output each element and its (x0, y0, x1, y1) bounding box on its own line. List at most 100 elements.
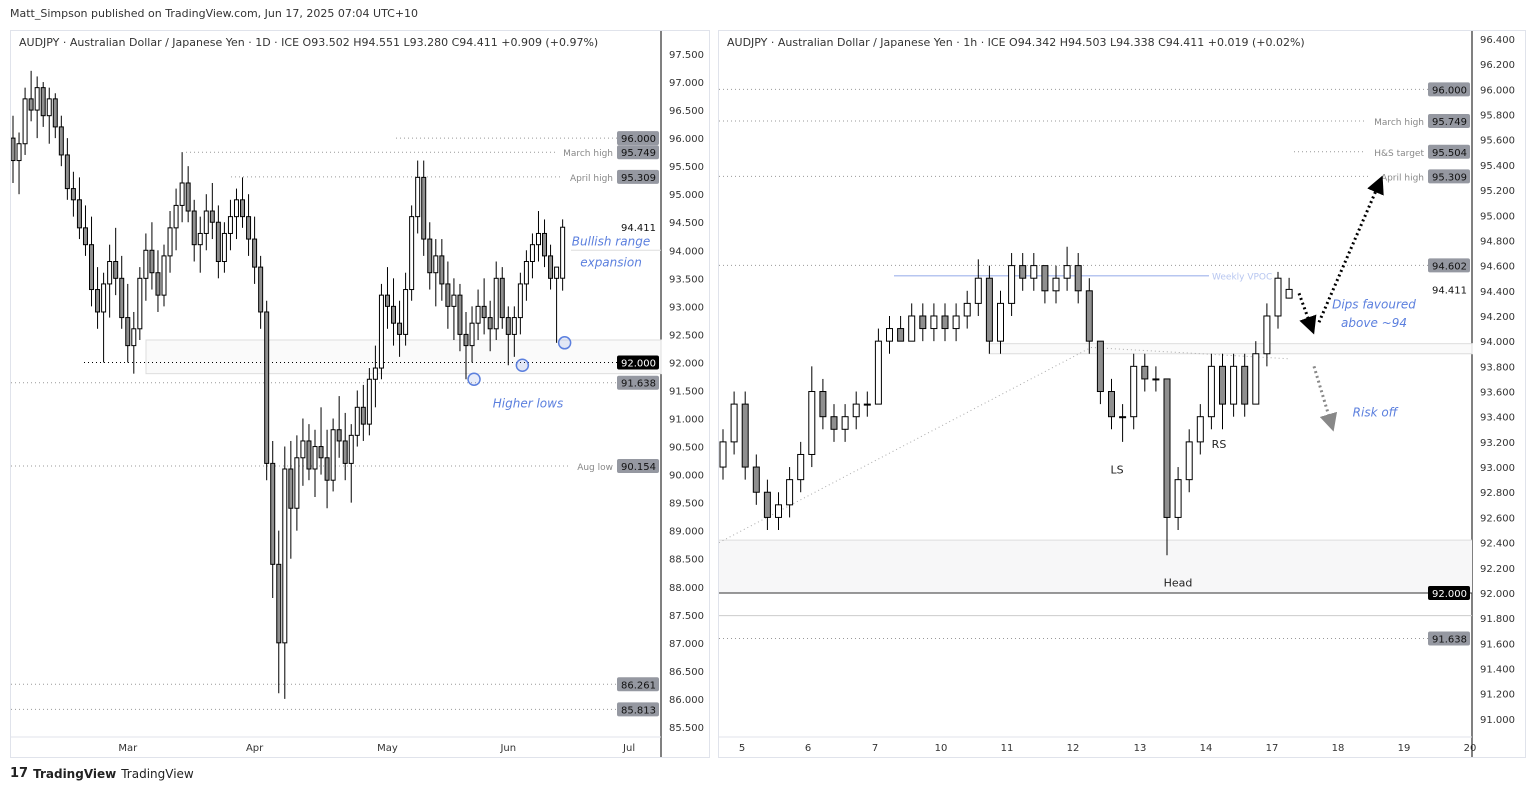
candle-up (886, 328, 893, 342)
hourly-chart-legend: AUDJPY · Australian Dollar / Japanese Ye… (727, 36, 1305, 49)
candle-down (819, 391, 827, 418)
candle-up (34, 87, 40, 111)
candle-down (89, 244, 95, 291)
candle-up (560, 226, 566, 279)
publisher-caption: Matt_Simpson published on TradingView.co… (10, 7, 419, 20)
candle-down (752, 466, 760, 493)
candle-down (985, 277, 993, 342)
price-tick-label: 96.200 (1480, 60, 1515, 71)
candle-up (1185, 441, 1193, 481)
price-tick-label: 91.800 (1480, 614, 1515, 625)
candle-down (897, 328, 905, 342)
price-tag-value: 91.638 (621, 379, 656, 390)
candle-down (941, 315, 949, 330)
hourly-chart-panel[interactable]: AUDJPY · Australian Dollar / Japanese Ye… (718, 30, 1526, 758)
price-tick-label: 93.400 (1480, 413, 1515, 424)
price-tag-value: 92.000 (1432, 589, 1467, 600)
time-tick-label: 17 (1266, 743, 1279, 754)
candle-up (131, 328, 137, 347)
higher-low-marker-circle (557, 336, 572, 350)
price-tag-value: 91.638 (1432, 635, 1467, 646)
tradingview-logo-mark-icon: 17 (10, 766, 29, 781)
candle-down (119, 277, 125, 319)
time-tick-label: 7 (872, 743, 878, 754)
candle-up (282, 468, 288, 644)
candle-down (149, 249, 155, 274)
price-tick-label: 89.000 (669, 527, 704, 538)
price-tick-label: 91.000 (669, 415, 704, 426)
annotation-risk-off: Risk off (1353, 406, 1399, 420)
price-tag-box (617, 375, 659, 390)
candle-up (475, 305, 481, 324)
candle-up (1063, 265, 1071, 279)
candle-up (529, 244, 535, 262)
price-tag-value: 96.000 (621, 134, 656, 145)
candle-down (76, 199, 82, 229)
price-tag-box (617, 702, 659, 717)
daily-chart-canvas[interactable]: 97.500 97.000 96.500 96.000 95.500 95.000 94.5… (11, 31, 709, 757)
candle-down (276, 563, 282, 644)
price-tag-value: 95.749 (621, 148, 656, 159)
price-tag-value: 94.411 (621, 223, 656, 234)
price-tick-label: 95.000 (669, 190, 704, 201)
candle-down (95, 289, 101, 313)
price-tick-label: 91.000 (1480, 715, 1515, 726)
price-tick-label: 88.500 (669, 555, 704, 566)
price-tick-label: 95.500 (669, 162, 704, 173)
candle-down (360, 406, 366, 425)
price-tag-box (617, 355, 659, 370)
price-tick-label: 90.000 (669, 471, 704, 482)
candle-up (908, 315, 916, 342)
candle-up (354, 406, 360, 436)
candle-down (318, 446, 324, 459)
candle-up (46, 98, 52, 117)
price-tag-value: 94.602 (1432, 261, 1467, 272)
candle-down (28, 98, 34, 111)
candle-up (952, 315, 960, 330)
candle-down (919, 315, 927, 330)
candle-down (58, 126, 64, 156)
candle-down (397, 322, 403, 335)
candle-up (841, 416, 849, 430)
candle-down (264, 311, 270, 464)
price-tag-value: 86.261 (621, 680, 656, 691)
candle-down (1108, 391, 1115, 418)
price-level-label: March high (1374, 118, 1424, 128)
price-tag-value: 95.504 (1432, 148, 1467, 159)
candle-down (542, 232, 548, 257)
price-tag-box (1428, 82, 1470, 97)
candle-up (1030, 265, 1038, 279)
candle-down (487, 317, 493, 330)
price-tick-label: 90.500 (669, 443, 704, 454)
candle-up (517, 283, 523, 319)
candle-down (185, 182, 191, 212)
candle-up (1252, 353, 1260, 405)
risk-off-arrow (1312, 365, 1338, 432)
price-level-label: April high (1381, 173, 1424, 183)
candle-down (258, 266, 264, 313)
price-tick-label: 87.500 (669, 611, 704, 622)
hourly-chart-canvas[interactable]: 96.400 96.200 96.000 95.800 95.600 95.400 95.2… (719, 31, 1525, 757)
candle-up (1274, 277, 1282, 317)
candle-up (1285, 288, 1293, 299)
price-tick-label: 91.600 (1480, 639, 1515, 650)
price-tick-label: 97.000 (669, 78, 704, 89)
candle-up (523, 260, 529, 285)
candle-up (511, 317, 517, 335)
candle-up (403, 289, 409, 335)
price-tick-label: 94.200 (1480, 312, 1515, 323)
daily-chart-panel[interactable]: AUDJPY · Australian Dollar / Japanese Ye… (10, 30, 710, 758)
price-tag-box (1428, 585, 1470, 600)
candle-down (209, 210, 215, 223)
higher-low-marker-circle (467, 372, 481, 387)
price-tick-label: 86.000 (669, 695, 704, 706)
candle-up (1196, 416, 1204, 443)
candle-up (1174, 479, 1182, 518)
price-tick-label: 94.000 (1480, 337, 1515, 348)
annotation-expansion: expansion (580, 255, 642, 269)
candle-up (493, 277, 499, 330)
candle-down (427, 238, 433, 274)
price-tag-value: 90.154 (621, 462, 656, 473)
candle-up (233, 199, 239, 218)
time-tick-label: May (377, 743, 398, 754)
